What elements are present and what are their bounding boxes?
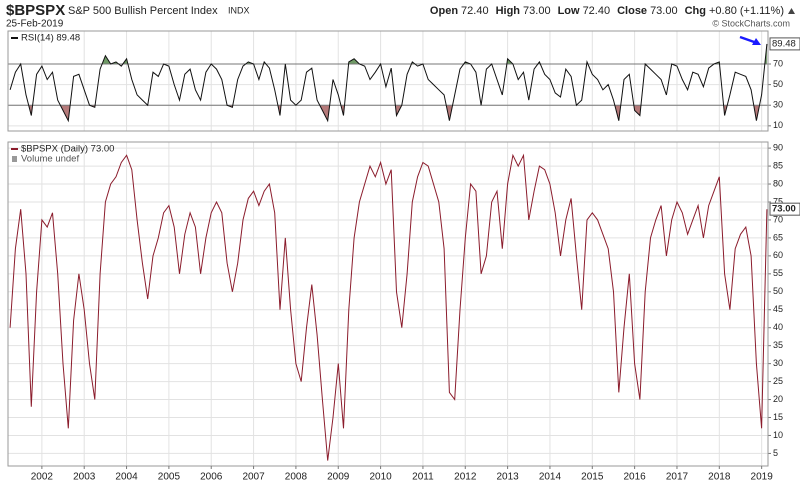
quote-value: 72.40 [583,5,611,17]
volume-label: Volume undef [21,154,79,165]
x-tick-label: 2013 [496,472,519,483]
volume-swatch [12,156,17,162]
y-tick-label: 40 [773,322,783,332]
y-tick-label: 50 [773,286,783,296]
y-tick-label: 50 [773,79,783,89]
x-tick-label: 2002 [31,472,54,483]
quote-label: Low [558,5,580,17]
last-value-box [769,37,800,51]
y-tick-label: 60 [773,250,783,260]
y-tick-label: 70 [773,214,783,224]
symbol: $BPSPX [6,2,65,19]
y-tick-label: 10 [773,430,783,440]
panel-frame [7,30,769,132]
price-panel: 5 10 15 20 25 30 35 40 45 50 55 60 65 70 75 80 85 90 $BPSP… [7,141,800,483]
y-tick-label: 80 [773,178,783,188]
x-tick-label: 2009 [327,472,350,483]
credit: © StockCharts.com [712,18,790,28]
legend-label: RSI(14) 89.48 [21,33,80,44]
y-tick-label: 35 [773,340,783,350]
quote-label: High [496,5,521,17]
last-value-label: 89.48 [772,38,796,49]
x-tick-label: 2010 [369,472,392,483]
x-tick-label: 2006 [200,472,223,483]
y-tick-label: 30 [773,358,783,368]
y-tick-label: 20 [773,394,783,404]
y-tick-label: 15 [773,412,783,422]
x-tick-label: 2005 [158,472,181,483]
quote-label: Open [430,5,458,17]
data-line [9,43,768,123]
y-tick-label: 85 [773,160,783,170]
y-tick-label: 55 [773,268,783,278]
y-tick-label: 10 [773,120,783,130]
x-tick-label: 2016 [624,472,647,483]
date: 25-Feb-2019 [6,19,64,30]
y-tick-label: 30 [773,100,783,110]
legend-label: $BPSPX (Daily) 73.00 [21,144,114,155]
y-tick-label: 65 [773,232,783,242]
x-tick-label: 2014 [539,472,562,483]
quote-value: 73.00 [650,5,678,17]
x-tick-label: 2004 [115,472,138,483]
y-tick-label: 70 [773,58,783,68]
annotation-arrow-head [752,38,761,45]
y-tick-label: 45 [773,304,783,314]
x-tick-label: 2008 [285,472,308,483]
y-tick-label: 25 [773,376,783,386]
x-tick-label: 2015 [581,472,604,483]
panel-frame [7,141,769,467]
data-line [9,153,768,461]
x-tick-label: 2007 [242,472,265,483]
quote-value: 72.40 [461,5,489,17]
quote-label: Chg [685,5,706,17]
rsi-panel: 10 30 50 70 RSI(14) 89.48 89.48 [7,30,800,132]
y-tick-label: 5 [773,448,778,458]
x-tick-label: 2012 [454,472,477,483]
y-tick-label: 75 [773,196,783,206]
last-value-box [769,202,800,216]
index-name: S&P 500 Bullish Percent Index [68,5,218,17]
x-tick-label: 2018 [708,472,731,483]
exchange: INDX [228,5,250,15]
quote-value: +0.80 (+1.11%) [709,5,784,17]
change-arrow [788,8,795,14]
quote: Open 72.40 High 73.00 Low 72.40 Close 73.00 Chg +… [430,5,784,17]
x-tick-label: 2003 [73,472,96,483]
quote-label: Close [617,5,647,17]
x-tick-label: 2011 [412,472,434,483]
last-value-label: 73.00 [772,204,796,215]
x-tick-label: 2019 [751,472,774,483]
x-tick-label: 2017 [666,472,689,483]
quote-value: 73.00 [523,5,551,17]
y-tick-label: 90 [773,142,783,152]
